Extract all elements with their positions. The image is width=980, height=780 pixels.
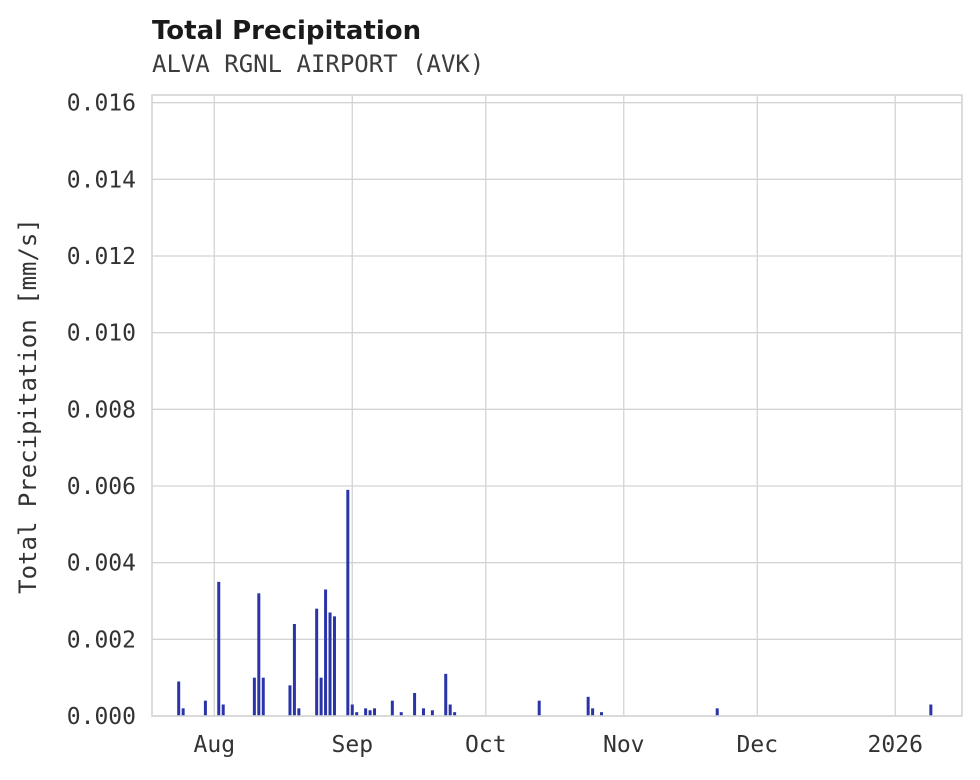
- x-tick-label: Aug: [194, 732, 236, 758]
- precipitation-bar: [364, 708, 368, 716]
- x-tick-label: Oct: [465, 732, 507, 758]
- gridlines: [152, 95, 962, 717]
- tick-labels: 0.000 0.002 0.004 0.006 0.008 0.010 0.012 0.014…: [67, 91, 923, 758]
- precipitation-bar: [350, 704, 354, 716]
- y-tick-label: 0.012: [67, 244, 136, 270]
- chart-title: Total Precipitation: [152, 16, 422, 46]
- y-tick-label: 0.014: [67, 167, 136, 193]
- y-tick-label: 0.010: [67, 321, 136, 347]
- y-tick-label: 0.000: [67, 704, 136, 730]
- precipitation-bar: [453, 712, 457, 716]
- precipitation-bar: [448, 704, 452, 716]
- y-tick-label: 0.006: [67, 474, 136, 500]
- precipitation-bar: [297, 708, 301, 716]
- precipitation-bar: [319, 677, 323, 716]
- precipitation-bar: [328, 612, 332, 716]
- x-tick-label: Nov: [603, 732, 645, 758]
- precipitation-bar: [413, 693, 417, 716]
- y-axis-label: Total Precipitation [mm/s]: [14, 218, 42, 594]
- precipitation-bar: [177, 681, 181, 716]
- precipitation-bar: [368, 710, 372, 716]
- precipitation-bar: [257, 593, 261, 716]
- precipitation-bar: [181, 708, 185, 716]
- precipitation-bar: [444, 673, 448, 716]
- precipitation-bar: [203, 700, 207, 716]
- precipitation-bar: [430, 710, 434, 716]
- precipitation-bar: [315, 608, 319, 716]
- precipitation-bar: [929, 704, 933, 716]
- precipitation-bar: [600, 712, 604, 716]
- precipitation-bar: [324, 589, 328, 716]
- precipitation-bar: [421, 708, 425, 716]
- precipitation-bar: [390, 700, 394, 716]
- x-tick-label: 2026: [868, 732, 923, 758]
- precipitation-bar: [221, 704, 225, 716]
- precipitation-bar: [217, 581, 221, 716]
- precipitation-bar: [399, 712, 403, 716]
- precipitation-bar: [373, 708, 377, 716]
- precipitation-bar: [261, 677, 265, 716]
- chart-subtitle: ALVA RGNL AIRPORT (AVK): [152, 50, 485, 78]
- plot-border-rect: [151, 94, 963, 717]
- x-tick-label: Dec: [737, 732, 779, 758]
- y-tick-label: 0.002: [67, 627, 136, 653]
- precipitation-bar: [332, 616, 336, 716]
- precipitation-bar: [355, 712, 359, 716]
- precipitation-bar: [252, 677, 256, 716]
- precipitation-bar: [537, 700, 541, 716]
- precipitation-bar: [288, 685, 292, 716]
- y-tick-label: 0.016: [67, 91, 136, 117]
- x-tick-label: Sep: [332, 732, 374, 758]
- precipitation-bar: [715, 708, 719, 716]
- y-tick-label: 0.004: [67, 551, 136, 577]
- y-tick-label: 0.008: [67, 397, 136, 423]
- plot-border: [151, 94, 963, 717]
- precipitation-bar: [346, 489, 350, 716]
- precipitation-bars: [177, 489, 933, 716]
- precipitation-bar: [586, 696, 590, 716]
- precipitation-bar: [292, 624, 296, 716]
- precipitation-bar: [591, 708, 595, 716]
